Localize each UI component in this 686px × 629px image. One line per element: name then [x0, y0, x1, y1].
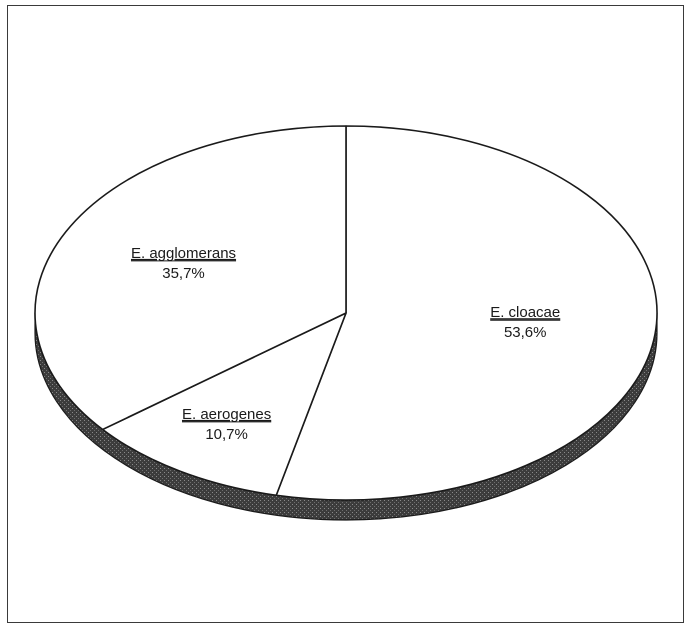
slice-value-e-cloacae: 53,6% — [504, 324, 547, 341]
slice-value-e-agglomerans: 35,7% — [162, 265, 205, 282]
slice-label-e-agglomerans: E. agglomerans — [131, 245, 236, 262]
pie-slice-e-aerogenes — [101, 312, 347, 497]
slice-value-e-aerogenes: 10,7% — [205, 426, 248, 443]
pie-slice-e-agglomerans — [34, 125, 347, 431]
pie-slice-e-cloacae — [275, 125, 658, 501]
slice-label-e-cloacae: E. cloacae — [490, 304, 560, 321]
slice-label-e-aerogenes: E. aerogenes — [182, 406, 271, 423]
